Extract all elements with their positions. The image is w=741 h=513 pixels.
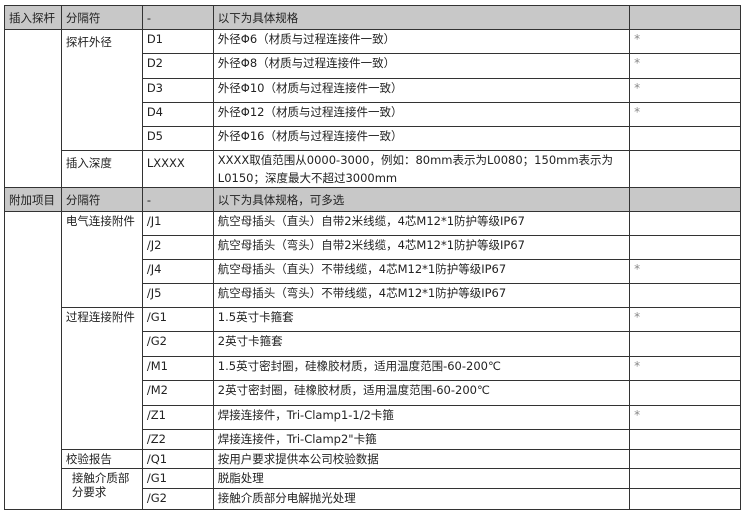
table-row: 电气连接附件 /J1 航空母插头（直头）自带2米线缆，4芯M12*1防护等级IP… <box>4 211 741 510</box>
code: /G1 <box>141 468 214 489</box>
table-row: /J5 航空母插头（弯头）不带线缆，4芯M12*1防护等级IP67 <box>5 283 741 308</box>
group-label: 接触介质部分要求 <box>60 468 143 510</box>
table-row: D4 外径Φ12（材质与过程连接件一致） * <box>5 102 741 127</box>
group-label: 插入深度 <box>60 150 143 188</box>
mark <box>629 429 741 450</box>
desc: XXXX取值范围从0000-3000，例如：80mm表示为L0080；150mm… <box>212 150 631 188</box>
group-label: 电气连接附件 <box>60 211 143 308</box>
cell: 分隔符 <box>60 187 143 212</box>
header-row-additional: 附加项目 分隔符 - 以下为具体规格，可多选 <box>4 187 741 212</box>
code: /J2 <box>141 235 214 260</box>
code: D3 <box>141 78 214 103</box>
mark: * <box>629 307 741 332</box>
table-row: /Z2 焊接连接件，Tri-Clamp2"卡箍 <box>5 429 741 450</box>
code: /Q1 <box>141 449 214 469</box>
code: /G2 <box>141 488 214 510</box>
code: /M1 <box>141 356 214 381</box>
mark: * <box>629 53 741 79</box>
desc: 航空母插头（弯头）不带线缆，4芯M12*1防护等级IP67 <box>212 283 631 308</box>
desc: 外径Φ16（材质与过程连接件一致） <box>212 126 631 151</box>
mark: * <box>629 259 741 284</box>
table-row: 校验报告 /Q1 按用户要求提供本公司校验数据 <box>5 449 741 469</box>
desc: 航空母插头（弯头）自带2米线缆，4芯M12*1防护等级IP67 <box>212 235 631 260</box>
cell <box>629 187 741 212</box>
code: /J1 <box>141 211 214 236</box>
cell: 以下为具体规格，可多选 <box>212 187 631 212</box>
cell <box>4 29 62 188</box>
header-row-insert-probe: 插入探杆 分隔符 - 以下为具体规格 <box>4 5 741 30</box>
table-row: /J2 航空母插头（弯头）自带2米线缆，4芯M12*1防护等级IP67 <box>5 235 741 260</box>
mark: * <box>629 102 741 127</box>
code: D2 <box>141 53 214 79</box>
mark <box>629 380 741 406</box>
cell: 以下为具体规格 <box>212 5 631 30</box>
table-row: /M1 1.5英寸密封圈，硅橡胶材质，适用温度范围-60-200℃ * <box>5 356 741 381</box>
group-label: 校验报告 <box>60 449 143 469</box>
mark <box>629 150 741 188</box>
desc: 航空母插头（直头）自带2米线缆，4芯M12*1防护等级IP67 <box>212 211 631 236</box>
mark: * <box>629 78 741 103</box>
desc: 外径Φ8（材质与过程连接件一致） <box>212 53 631 79</box>
code: /G1 <box>141 307 214 332</box>
desc: 外径Φ6（材质与过程连接件一致） <box>212 29 631 54</box>
desc: 2英寸卡箍套 <box>212 331 631 357</box>
code: /M2 <box>141 380 214 406</box>
spec-table: 插入探杆 分隔符 - 以下为具体规格 探杆外径 D1 外径Φ6（材质与过程连接件… <box>4 5 741 510</box>
table-row: 插入深度 LXXXX XXXX取值范围从0000-3000，例如：80mm表示为… <box>5 150 741 188</box>
code: LXXXX <box>141 150 214 188</box>
cell: - <box>141 5 214 30</box>
desc: 1.5英寸密封圈，硅橡胶材质，适用温度范围-60-200℃ <box>212 356 631 381</box>
cell: 分隔符 <box>60 5 143 30</box>
cell: - <box>141 187 214 212</box>
table-row: D2 外径Φ8（材质与过程连接件一致） * <box>5 53 741 79</box>
table-row: 探杆外径 D1 外径Φ6（材质与过程连接件一致） * <box>4 29 741 188</box>
cell: 附加项目 <box>4 187 62 212</box>
desc: 接触介质部分电解抛光处理 <box>212 488 631 510</box>
group-label: 探杆外径 <box>60 29 143 151</box>
cell <box>4 211 62 510</box>
mark: * <box>629 405 741 430</box>
cell <box>629 5 741 30</box>
group-label: 过程连接附件 <box>60 307 143 450</box>
table-row: D3 外径Φ10（材质与过程连接件一致） * <box>5 78 741 103</box>
mark <box>629 488 741 510</box>
mark <box>629 468 741 489</box>
desc: 焊接连接件，Tri-Clamp2"卡箍 <box>212 429 631 450</box>
mark <box>629 331 741 357</box>
table-row: 过程连接附件 /G1 1.5英寸卡箍套 * <box>5 307 741 450</box>
desc: 1.5英寸卡箍套 <box>212 307 631 332</box>
mark: * <box>629 29 741 54</box>
cell: 插入探杆 <box>4 5 62 30</box>
table-row: D5 外径Φ16（材质与过程连接件一致） <box>5 126 741 151</box>
code: D1 <box>141 29 214 54</box>
code: /G2 <box>141 331 214 357</box>
code: /J5 <box>141 283 214 308</box>
mark <box>629 211 741 236</box>
desc: 航空母插头（直头）不带线缆，4芯M12*1防护等级IP67 <box>212 259 631 284</box>
code: /Z1 <box>141 405 214 430</box>
code: /J4 <box>141 259 214 284</box>
desc: 焊接连接件，Tri-Clamp1-1/2卡箍 <box>212 405 631 430</box>
code: D5 <box>141 126 214 151</box>
desc: 按用户要求提供本公司校验数据 <box>212 449 631 469</box>
desc: 2英寸密封圈，硅橡胶材质，适用温度范围-60-200℃ <box>212 380 631 406</box>
mark <box>629 449 741 469</box>
mark <box>629 235 741 260</box>
table-row: 接触介质部分要求 /G1 脱脂处理 <box>5 468 741 510</box>
table-row: /G2 接触介质部分电解抛光处理 <box>5 488 741 510</box>
mark <box>629 283 741 308</box>
desc: 外径Φ12（材质与过程连接件一致） <box>212 102 631 127</box>
code: /Z2 <box>141 429 214 450</box>
desc: 外径Φ10（材质与过程连接件一致） <box>212 78 631 103</box>
mark: * <box>629 356 741 381</box>
desc: 脱脂处理 <box>212 468 631 489</box>
mark <box>629 126 741 151</box>
code: D4 <box>141 102 214 127</box>
